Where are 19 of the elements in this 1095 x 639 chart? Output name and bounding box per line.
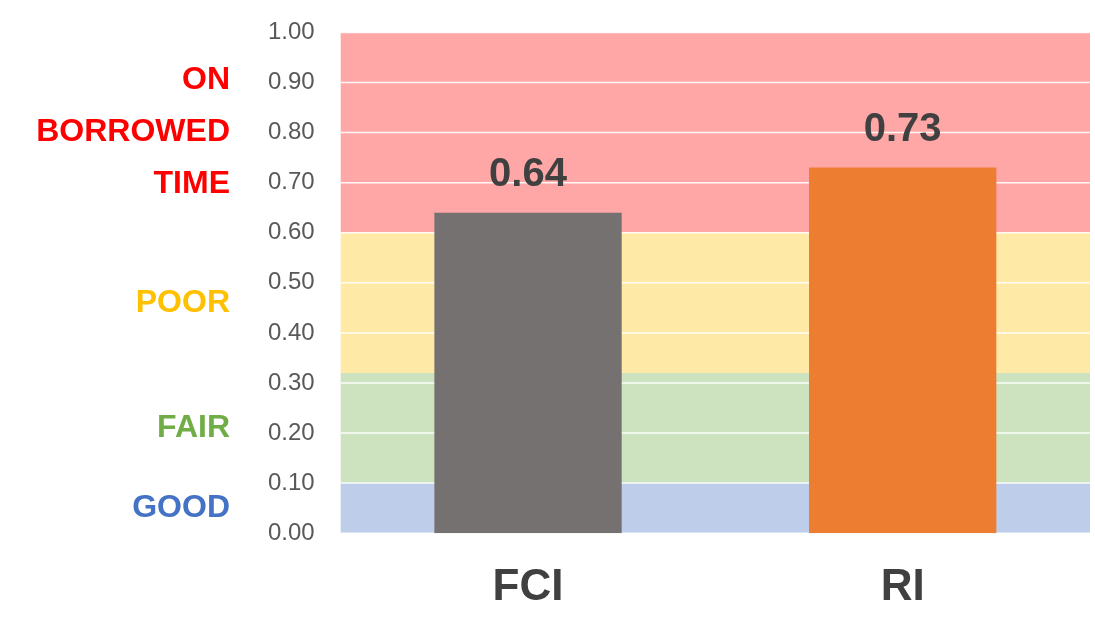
y-tick-label: 0.40: [267, 317, 315, 345]
y-tick-label: 0.30: [267, 367, 315, 395]
y-tick-label: 0.20: [267, 417, 315, 445]
band-label: POOR: [135, 282, 230, 319]
band-label: FAIR: [157, 407, 230, 444]
data-label: 0.73: [863, 104, 942, 149]
y-tick-label: 0.90: [267, 67, 315, 95]
y-tick-label: 0.10: [267, 467, 315, 495]
y-tick-label: 1.00: [267, 17, 315, 45]
y-tick-label: 0.60: [267, 217, 315, 245]
x-tick-label: RI: [880, 559, 925, 609]
y-tick-label: 0.70: [267, 167, 315, 195]
y-tick-label: 0.50: [267, 267, 315, 295]
band-label: ON BORROWED TIME: [36, 60, 230, 201]
band-label: GOOD: [132, 487, 230, 524]
y-tick-label: 0.00: [267, 517, 315, 545]
data-label: 0.64: [489, 149, 568, 194]
x-tick-label: FCI: [492, 559, 564, 609]
y-tick-label: 0.80: [267, 117, 315, 145]
